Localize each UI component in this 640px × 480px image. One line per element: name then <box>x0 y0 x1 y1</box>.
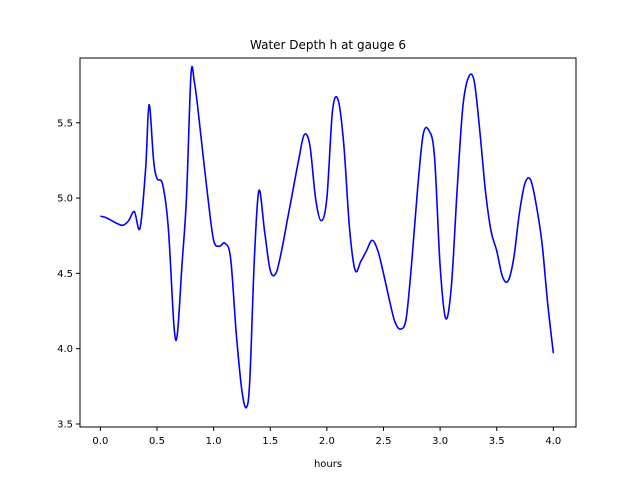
x-axis: 0.0 0.5 1.0 1.5 2.0 2.5 3.0 3.5 4.0 <box>92 427 561 447</box>
y-tick-label: 4.0 <box>57 344 73 355</box>
x-tick-label: 1.0 <box>206 436 222 447</box>
x-tick-label: 2.0 <box>319 436 335 447</box>
x-tick-label: 0.0 <box>92 436 108 447</box>
x-tick-label: 3.0 <box>432 436 448 447</box>
x-tick-label: 2.5 <box>376 436 392 447</box>
x-axis-label: hours <box>314 459 342 470</box>
y-axis: 3.5 4.0 4.5 5.0 5.5 <box>57 118 80 430</box>
water-depth-line <box>100 66 555 409</box>
chart-title: Water Depth h at gauge 6 <box>250 38 406 52</box>
axes-frame <box>79 57 577 428</box>
y-tick-label: 5.0 <box>57 194 73 205</box>
x-tick-label: 1.5 <box>262 436 278 447</box>
x-tick-label: 3.5 <box>489 436 505 447</box>
y-tick-label: 5.5 <box>57 118 73 129</box>
x-tick-label: 4.0 <box>545 436 561 447</box>
y-tick-label: 4.5 <box>57 269 73 280</box>
y-tick-label: 3.5 <box>57 419 73 430</box>
x-tick-label: 0.5 <box>149 436 165 447</box>
